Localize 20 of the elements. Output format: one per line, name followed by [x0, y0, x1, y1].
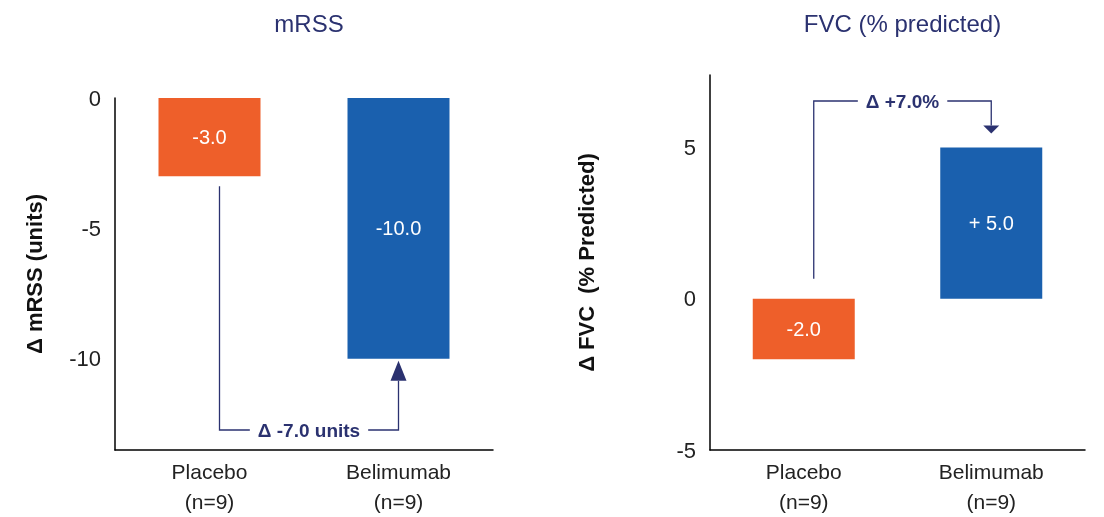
data-label: -10.0 — [375, 217, 422, 240]
annotation: Δ -7.0 units — [257, 420, 361, 441]
chart-title: mRSS — [274, 9, 344, 37]
y-tick-label: -10 — [69, 346, 101, 372]
x-tick-label: Belimumab (n=9) — [345, 459, 452, 513]
chart-title: FVC (% predicted) — [803, 9, 1002, 37]
data-label: -3.0 — [192, 126, 227, 149]
data-label: + 5.0 — [968, 212, 1014, 235]
y-tick-label: 5 — [683, 135, 696, 161]
y-axis-title: Δ FVC (% Predicted) — [573, 153, 599, 372]
x-tick-label: Placebo (n=9) — [765, 459, 842, 513]
y-tick-label: 0 — [88, 85, 101, 111]
y-axis-title: Δ mRSS (units) — [21, 193, 47, 355]
x-tick-label: Belimumab (n=9) — [938, 459, 1044, 513]
y-tick-label: 0 — [683, 286, 696, 312]
x-tick-label: Placebo (n=9) — [171, 459, 248, 513]
data-label: -2.0 — [786, 318, 821, 341]
annotation: Δ +7.0% — [865, 91, 940, 112]
y-tick-label: -5 — [81, 215, 101, 241]
y-tick-label: -5 — [676, 437, 696, 463]
